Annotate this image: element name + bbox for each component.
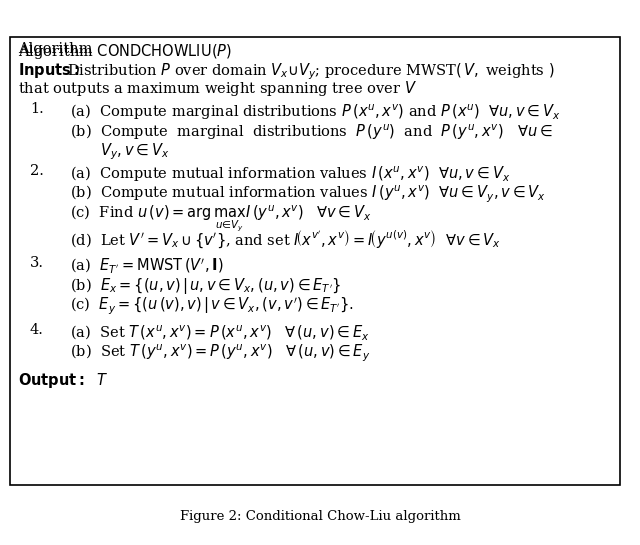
Text: Algorithm $\mathsf{CONDCHOWLIU}$$(P)$: Algorithm $\mathsf{CONDCHOWLIU}$$(P)$: [18, 42, 232, 61]
Text: (b)  Compute mutual information values $I\,(y^u, x^v)$  $\forall u \in V_y, v \i: (b) Compute mutual information values $I…: [70, 184, 546, 205]
Text: $\mathbf{Output:}$  $T$: $\mathbf{Output:}$ $T$: [18, 371, 108, 390]
Text: Distribution $P$ over domain $V_x{\cup}V_y$; procedure MWST$(\,V,$ weights $)$: Distribution $P$ over domain $V_x{\cup}V…: [67, 61, 554, 82]
Text: 2.: 2.: [30, 164, 44, 178]
Text: (a)  Compute mutual information values $I\,(x^u, x^v)$  $\forall u, v \in V_x$: (a) Compute mutual information values $I…: [70, 164, 510, 184]
Text: 4.: 4.: [30, 323, 44, 337]
Text: (a)  $E_{T'} = \mathrm{MWST}\,(V', \mathbf{I})$: (a) $E_{T'} = \mathrm{MWST}\,(V', \mathb…: [70, 256, 223, 275]
Text: (c)  Find $u\,(v) = \arg\max_{u \in V_y} I\,(y^u, x^v)$  $\;\forall v \in V_x$: (c) Find $u\,(v) = \arg\max_{u \in V_y} …: [70, 204, 372, 234]
Text: 1.: 1.: [30, 102, 44, 116]
Text: that outputs a maximum weight spanning tree over $V$: that outputs a maximum weight spanning t…: [18, 79, 417, 98]
Text: (b)  Compute  marginal  distributions  $P\,(y^u)$  and  $P\,(y^u, x^v)$   $\fora: (b) Compute marginal distributions $P\,(…: [70, 122, 553, 142]
Text: (a)  Set $T\,(x^u, x^v) = P\,(x^u, x^v)$  $\;\forall\,(u,v) \in E_x$: (a) Set $T\,(x^u, x^v) = P\,(x^u, x^v)$ …: [70, 323, 370, 342]
Text: $\mathbf{Inputs:}$: $\mathbf{Inputs:}$: [18, 61, 79, 80]
Text: Figure 2: Conditional Chow-Liu algorithm: Figure 2: Conditional Chow-Liu algorithm: [180, 510, 460, 523]
Text: 3.: 3.: [30, 256, 44, 270]
Text: (a)  Compute marginal distributions $P\,(x^u, x^v)$ and $P\,(x^u)$  $\forall u, : (a) Compute marginal distributions $P\,(…: [70, 102, 561, 122]
Text: (b)  Set $T\,(y^u, x^v) = P\,(y^u, x^v)$  $\;\forall\,(u,v) \in E_y$: (b) Set $T\,(y^u, x^v) = P\,(y^u, x^v)$ …: [70, 343, 371, 364]
Text: Algorithm: Algorithm: [18, 42, 97, 56]
Bar: [10, 37, 620, 485]
Text: (c)  $E_y = \{(u\,(v), v)\,|\,v \in V_x, (v,v') \in E_{T'}\}.$: (c) $E_y = \{(u\,(v), v)\,|\,v \in V_x, …: [70, 296, 354, 317]
Text: (d)  Let $V' = V_x \cup \{v'\}$, and set $I\!\left(x^{v'}, x^v\right) = I\!\left: (d) Let $V' = V_x \cup \{v'\}$, and set …: [70, 228, 501, 250]
Text: $V_y, v \in V_x$: $V_y, v \in V_x$: [100, 141, 169, 162]
Text: (b)  $E_x = \{(u,v)\,|\,u, v \in V_x, (u,v) \in E_{T'}\}$: (b) $E_x = \{(u,v)\,|\,u, v \in V_x, (u,…: [70, 276, 341, 296]
